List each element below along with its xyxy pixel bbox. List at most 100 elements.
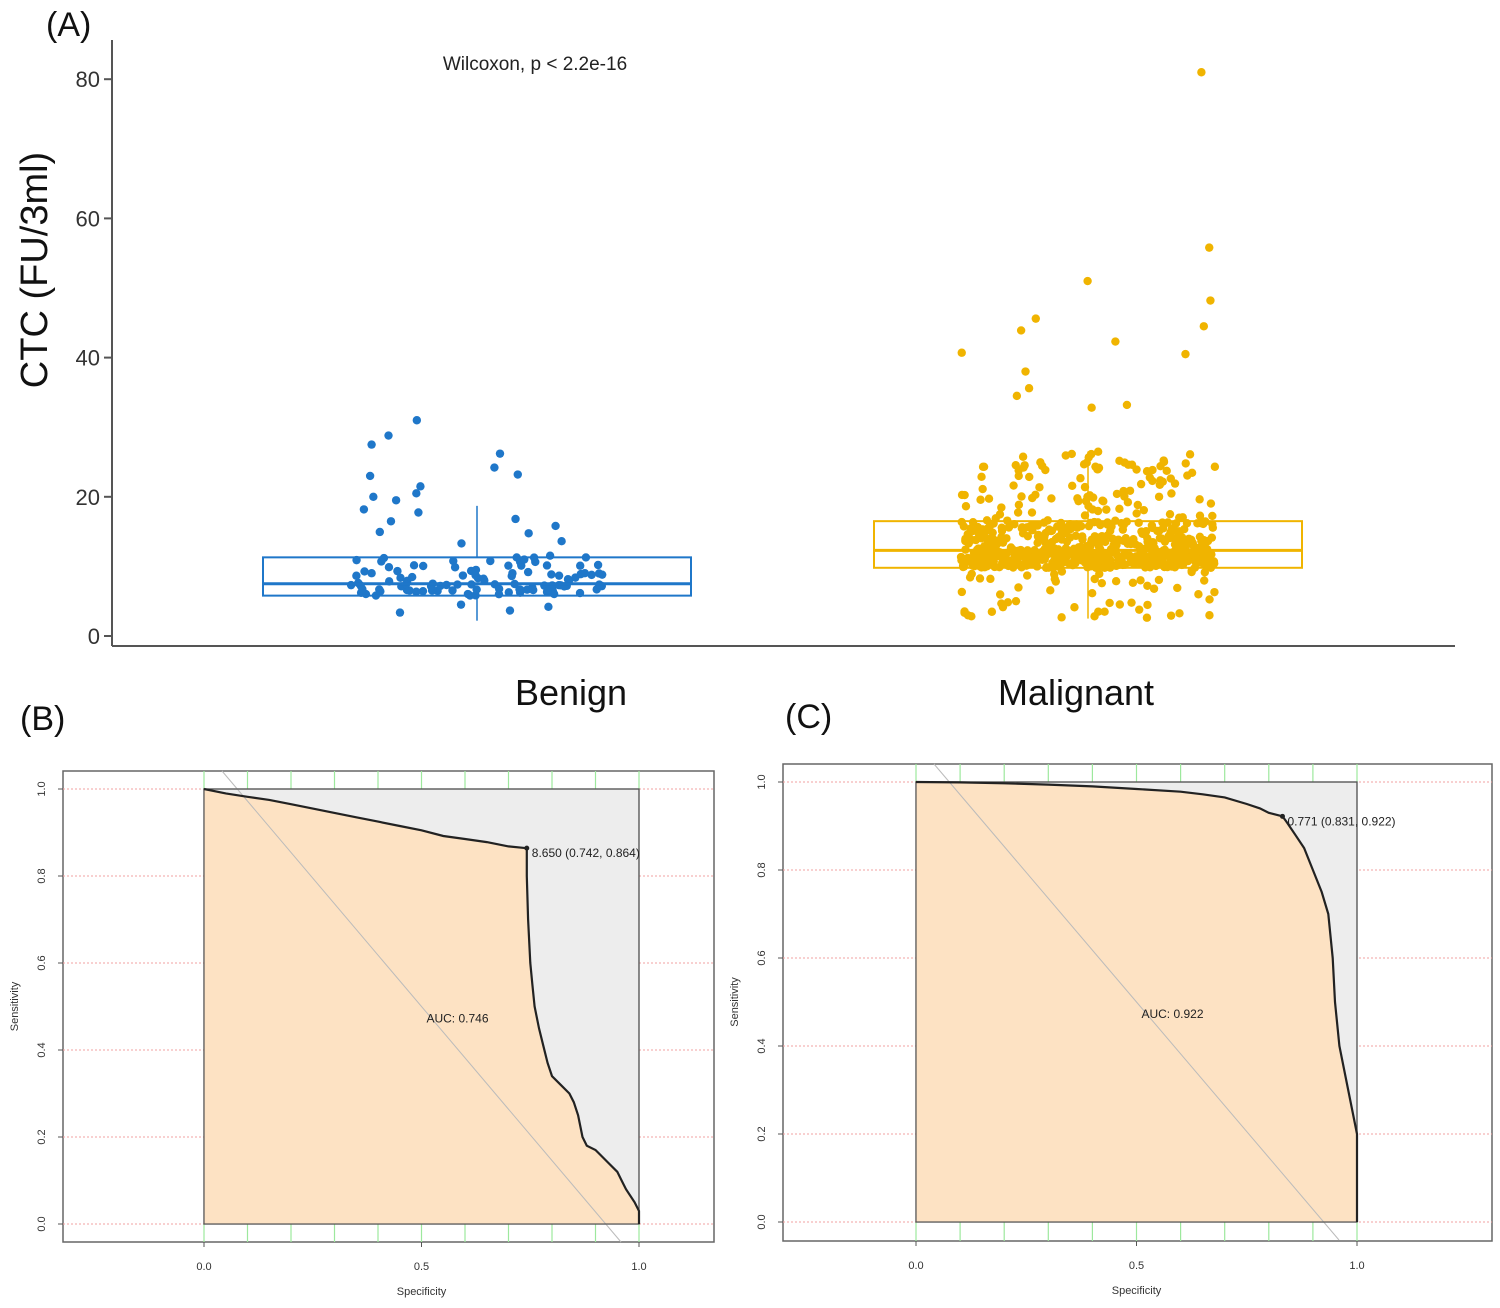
data-point: [965, 573, 975, 582]
data-point: [1155, 533, 1165, 543]
data-point: [1034, 530, 1043, 540]
data-point: [542, 561, 552, 570]
data-point: [966, 524, 975, 533]
data-point: [393, 566, 402, 576]
data-point: [358, 585, 367, 594]
panel-a: (A) 0 20 40 60 80 CTC (FU/3ml) Wilcoxon, p <…: [14, 6, 1455, 713]
data-point: [1014, 500, 1024, 510]
data-point: [513, 470, 522, 479]
y-tick-label: 1.0: [36, 781, 48, 796]
data-point: [1139, 505, 1149, 515]
data-point: [412, 587, 421, 596]
data-point: [1208, 523, 1218, 532]
data-point: [504, 561, 513, 570]
data-point: [1125, 551, 1134, 560]
data-point: [959, 522, 969, 531]
data-point: [1142, 613, 1152, 622]
data-point: [418, 586, 428, 596]
y-tick-label: 0.2: [36, 1129, 48, 1144]
data-point: [457, 539, 466, 548]
data-point: [1078, 532, 1087, 541]
x-tick-label: 0.5: [414, 1261, 429, 1273]
data-point: [1102, 505, 1111, 514]
data-point: [1035, 483, 1044, 492]
data-point: [1143, 581, 1152, 590]
data-point: [1194, 590, 1203, 599]
data-point: [543, 586, 552, 596]
data-point: [998, 536, 1008, 545]
y-tick-label: 0.4: [756, 1038, 768, 1053]
data-point: [986, 574, 995, 584]
data-point: [458, 571, 468, 580]
data-point: [1181, 349, 1190, 359]
data-point: [511, 514, 520, 524]
data-point: [1105, 562, 1115, 571]
y-tick-label: 20: [76, 485, 100, 510]
data-point: [995, 590, 1005, 599]
data-point: [1030, 552, 1039, 562]
data-point: [997, 503, 1006, 512]
data-point: [1090, 612, 1099, 621]
data-point: [1014, 583, 1023, 592]
data-point: [416, 482, 425, 491]
data-point: [987, 607, 997, 616]
data-point: [494, 589, 504, 599]
data-point: [997, 599, 1006, 608]
data-point: [1022, 571, 1032, 580]
data-point: [1136, 576, 1145, 585]
data-point: [1115, 504, 1124, 514]
wilcoxon-annotation: Wilcoxon, p < 2.2e-16: [443, 54, 627, 75]
data-point: [1133, 500, 1142, 510]
y-tick-label: 1.0: [756, 774, 768, 789]
data-point: [1083, 276, 1092, 286]
data-point: [957, 587, 967, 597]
y-axis-label: Sensitivity: [729, 977, 741, 1027]
data-point: [375, 527, 385, 537]
y-tick-label: 0.4: [36, 1042, 48, 1057]
data-point: [956, 552, 966, 562]
data-point: [1187, 468, 1197, 478]
data-point: [1046, 586, 1055, 595]
x-tick-label: 1.0: [1349, 1260, 1364, 1272]
category-label-malignant: Malignant: [998, 672, 1154, 713]
data-point: [1098, 496, 1107, 505]
data-point: [367, 440, 376, 449]
data-point: [1051, 577, 1060, 586]
data-point: [1015, 560, 1025, 569]
data-point: [359, 505, 369, 514]
data-point: [1097, 578, 1107, 588]
data-point: [1206, 499, 1216, 508]
data-point: [1181, 459, 1190, 468]
y-tick-label: 0.6: [36, 955, 48, 970]
data-point: [1003, 598, 1013, 607]
data-point: [1193, 558, 1203, 568]
data-point: [1167, 489, 1176, 498]
data-point: [1120, 492, 1129, 501]
data-point: [412, 489, 421, 498]
roc-plot-b: 8.650 (0.742, 0.864) AUC: 0.746 0.0 0.2 0.4 0…: [9, 770, 715, 1298]
data-point: [1012, 391, 1022, 401]
y-tick-label: 0.2: [756, 1126, 768, 1141]
data-point: [1027, 508, 1037, 517]
data-point: [516, 585, 525, 594]
data-point: [1058, 551, 1067, 560]
data-point: [1176, 536, 1185, 546]
data-point: [1170, 479, 1180, 488]
data-point: [1093, 447, 1103, 456]
data-point: [545, 551, 555, 560]
data-point: [1011, 596, 1021, 606]
roc-curve: [203, 787, 641, 1224]
x-axis-label: Specificity: [397, 1286, 447, 1298]
data-point: [1158, 518, 1167, 527]
data-point: [1173, 528, 1183, 537]
data-point: [1025, 472, 1034, 482]
y-tick-label: 0.8: [36, 868, 48, 883]
auc-label: AUC: 0.922: [1141, 1007, 1203, 1021]
data-point: [1197, 68, 1206, 77]
data-point: [1014, 466, 1023, 475]
data-point: [1122, 400, 1132, 410]
data-point: [1093, 465, 1102, 474]
data-point: [367, 569, 376, 578]
data-point: [587, 570, 596, 580]
